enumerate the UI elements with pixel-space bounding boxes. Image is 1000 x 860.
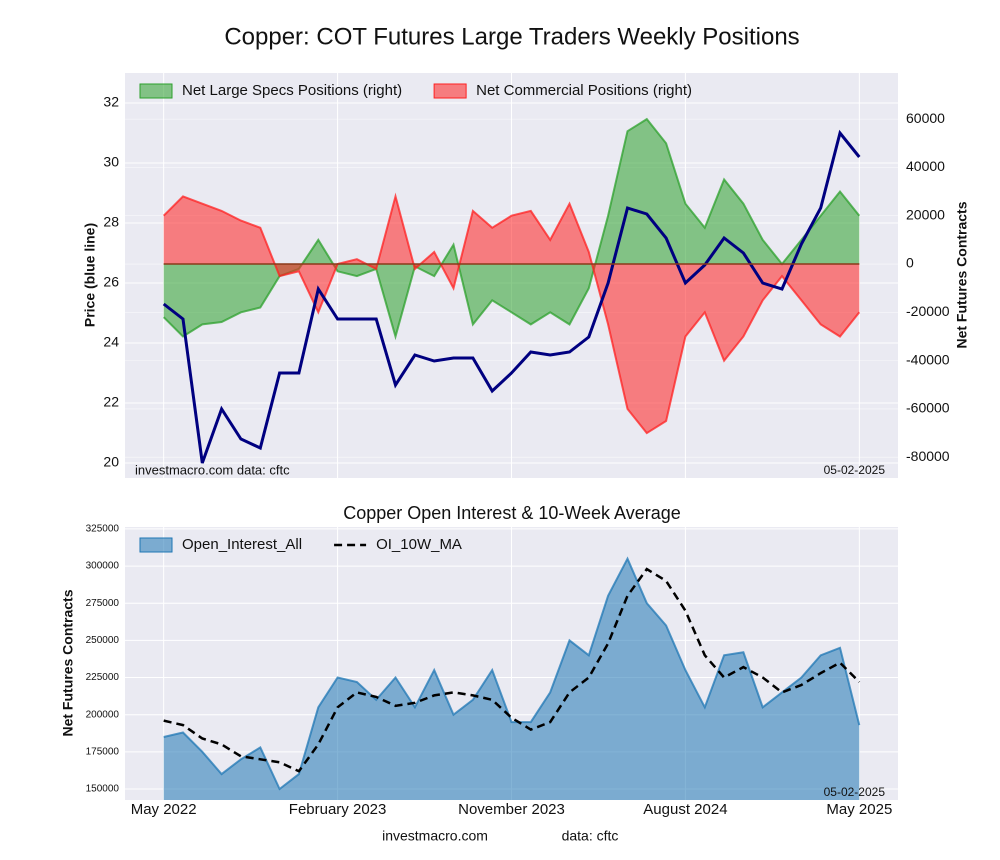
y2-tick-label: -40000	[906, 351, 950, 367]
x-tick-label: May 2022	[131, 801, 197, 818]
area-edge	[163, 556, 861, 791]
annotation: 05-02-2025	[824, 785, 886, 799]
area	[163, 196, 860, 434]
area	[163, 119, 860, 337]
line	[162, 129, 861, 464]
y2-axis-label: Net Futures Contracts	[954, 201, 970, 348]
footer-source: data: cftc	[562, 828, 619, 844]
y-axis-label: Net Futures Contracts	[60, 589, 76, 736]
y-tick-label: 28	[103, 214, 119, 230]
y-tick-label: 200000	[86, 709, 120, 720]
legend-label: Open_Interest_All	[182, 536, 302, 553]
y-tick-label: 325000	[86, 524, 120, 535]
y2-tick-label: -60000	[906, 400, 950, 416]
y2-tick-label: 40000	[906, 158, 945, 174]
y-tick-label: 275000	[86, 598, 120, 609]
x-tick-label: May 2025	[826, 801, 892, 818]
chart-title: Copper Open Interest & 10-Week Average	[343, 503, 681, 523]
y-tick-label: 22	[103, 394, 119, 410]
legend-swatch	[433, 83, 467, 99]
line	[163, 567, 861, 773]
y2-tick-label: 60000	[906, 110, 945, 126]
annotation: investmacro.com data: cftc	[135, 462, 290, 477]
footer-site: investmacro.com	[382, 828, 488, 844]
y2-tick-label: 20000	[906, 206, 945, 222]
y-tick-label: 300000	[86, 561, 120, 572]
y-tick-label: 32	[103, 94, 119, 110]
y-tick-label: 20	[103, 454, 119, 470]
legend-label: Net Large Specs Positions (right)	[182, 82, 402, 99]
y-tick-label: 26	[103, 274, 119, 290]
y2-tick-label: 0	[906, 255, 914, 271]
chart-title: Copper: COT Futures Large Traders Weekly…	[224, 23, 799, 50]
x-tick-label: February 2023	[289, 801, 387, 818]
y-tick-label: 175000	[86, 746, 120, 757]
y-tick-label: 150000	[86, 784, 120, 795]
area	[163, 558, 860, 800]
x-tick-label: November 2023	[458, 801, 565, 818]
y-tick-label: 250000	[86, 635, 120, 646]
legend-label: OI_10W_MA	[376, 536, 462, 553]
y-tick-label: 24	[103, 334, 119, 350]
y2-tick-label: -20000	[906, 303, 950, 319]
y-axis-label: Price (blue line)	[82, 223, 98, 327]
annotation: 05-02-2025	[824, 463, 886, 477]
x-tick-label: August 2024	[643, 801, 727, 818]
legend-swatch	[139, 537, 173, 553]
y2-tick-label: -80000	[906, 448, 950, 464]
legend-swatch	[139, 83, 173, 99]
y-tick-label: 30	[103, 154, 119, 170]
legend-label: Net Commercial Positions (right)	[476, 82, 692, 99]
area-edge	[162, 192, 861, 435]
y-tick-label: 225000	[86, 672, 120, 683]
